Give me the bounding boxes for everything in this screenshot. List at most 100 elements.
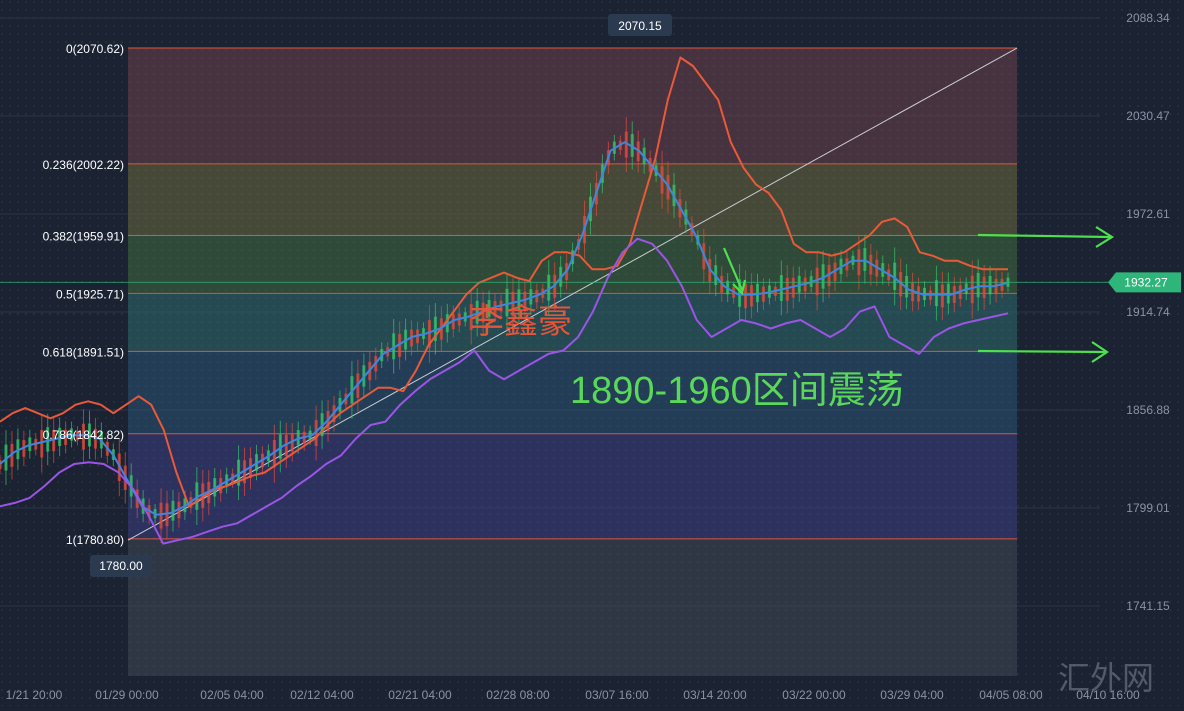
candle-body <box>624 131 628 158</box>
candle-body <box>58 427 62 447</box>
candle-body <box>284 434 288 457</box>
low-marker-label: 1780.00 <box>99 559 143 573</box>
fib-zone-below <box>128 538 1017 676</box>
y-tick-label: 2030.47 <box>1126 109 1170 123</box>
candle-body <box>744 283 748 309</box>
y-tick-label: 1856.88 <box>1126 403 1170 417</box>
x-tick-label: 03/14 20:00 <box>683 688 747 702</box>
candle-body <box>201 483 205 508</box>
support-arrow-line <box>977 349 1107 354</box>
series-line-1 <box>0 141 1009 516</box>
candle-body <box>427 320 431 348</box>
candle-body <box>237 459 241 486</box>
candle-body <box>934 280 938 307</box>
fib-level-label: 1(1780.80) <box>66 533 124 547</box>
candle-body <box>988 276 992 295</box>
fib-level-label: 0.236(2002.22) <box>43 158 124 172</box>
x-tick-label: 02/21 04:00 <box>388 688 452 702</box>
fib-level-label: 0.786(1842.82) <box>43 428 124 442</box>
candle-body <box>821 264 825 289</box>
candle-body <box>660 166 664 194</box>
candle-body <box>52 429 56 452</box>
resistance-arrow-icon <box>1095 226 1115 248</box>
x-tick-label: 1/21 20:00 <box>6 688 63 702</box>
candle-body <box>511 291 515 317</box>
candle-body <box>195 482 199 510</box>
fib-zone <box>128 163 1017 236</box>
series-line-2 <box>0 237 1009 545</box>
x-tick-label: 01/29 00:00 <box>95 688 159 702</box>
y-tick-label: 1741.15 <box>1126 599 1170 613</box>
series-line-0 <box>0 56 1008 508</box>
candle-body <box>398 334 402 357</box>
candle-body <box>779 275 783 301</box>
candle-body <box>815 267 819 296</box>
candle-body <box>243 460 247 484</box>
resistance-arrow-line <box>977 233 1111 239</box>
candle-body <box>314 420 318 446</box>
candle-body <box>940 284 944 308</box>
candle-body <box>87 423 91 447</box>
candle-body <box>392 333 396 360</box>
candle-body <box>82 423 86 450</box>
down-arrow-icon <box>732 279 747 296</box>
candle-body <box>738 279 742 307</box>
y-tick-label: 2088.34 <box>1126 11 1170 25</box>
candle-body <box>857 249 861 276</box>
candle-body <box>4 444 8 471</box>
candle-body <box>827 264 831 287</box>
trend-line <box>127 47 1018 541</box>
x-tick-label: 03/29 04:00 <box>880 688 944 702</box>
candle-body <box>899 272 903 297</box>
candle-body <box>893 262 897 291</box>
candle-body <box>40 429 44 458</box>
x-tick-label: 04/05 08:00 <box>979 688 1043 702</box>
candle-body <box>46 427 50 452</box>
candle-body <box>970 275 974 304</box>
candle-body <box>750 285 754 307</box>
candle-body <box>976 272 980 298</box>
y-tick-label: 1799.01 <box>1126 501 1170 515</box>
low-marker: 1780.00 <box>90 555 152 577</box>
support-arrow-icon <box>1091 341 1109 363</box>
range-annotation: 1890-1960区间震荡 <box>570 370 904 412</box>
y-tick-label: 1972.61 <box>1126 207 1170 221</box>
x-tick-label: 03/22 00:00 <box>782 688 846 702</box>
candle-body <box>93 428 97 449</box>
series-lines <box>0 56 1009 545</box>
candle-body <box>481 302 485 323</box>
candle-body <box>272 440 276 468</box>
candle-body <box>159 502 163 529</box>
candle-body <box>863 248 867 271</box>
last-price-label: 1932.27 <box>1124 275 1168 289</box>
y-tick-label: 1914.74 <box>1126 305 1170 319</box>
arrows <box>722 226 1115 363</box>
author-label: 李鑫豪 <box>470 303 572 341</box>
candle-body <box>469 304 473 331</box>
fib-zone <box>128 433 1017 539</box>
last-price-marker: 1932.27 <box>0 272 1181 293</box>
fib-level-label: 0.618(1891.51) <box>43 345 124 359</box>
candle-body <box>505 288 509 317</box>
x-tick-label: 04/10 16:00 <box>1076 688 1140 702</box>
candle-body <box>475 300 479 324</box>
candle-body <box>791 277 795 298</box>
watermark: 汇外网 <box>1058 660 1154 696</box>
candle-body <box>785 277 789 301</box>
candle-body <box>433 316 437 342</box>
high-marker-label: 2070.15 <box>618 19 662 33</box>
x-tick-label: 02/12 04:00 <box>290 688 354 702</box>
candle-body <box>982 276 986 299</box>
x-axis-ticks: 1/21 20:00 01/29 00:00 02/05 04:00 02/12 04… <box>6 688 1140 702</box>
fib-zone <box>128 351 1017 434</box>
y-axis-ticks: 2088.34 2030.47 1972.61 1914.74 1856.88 1799.… <box>1126 11 1170 613</box>
fibonacci-zones <box>128 47 1017 676</box>
x-tick-label: 03/07 16:00 <box>585 688 649 702</box>
down-arrow-line <box>722 247 744 291</box>
fib-level-label: 0.5(1925.71) <box>56 287 124 301</box>
fib-level-label: 0(2070.62) <box>66 42 124 56</box>
x-tick-label: 02/05 04:00 <box>200 688 264 702</box>
fib-zone <box>128 48 1017 164</box>
fibonacci-labels: 0(2070.62) 0.236(2002.22) 0.382(1959.91) 0.… <box>43 42 124 547</box>
